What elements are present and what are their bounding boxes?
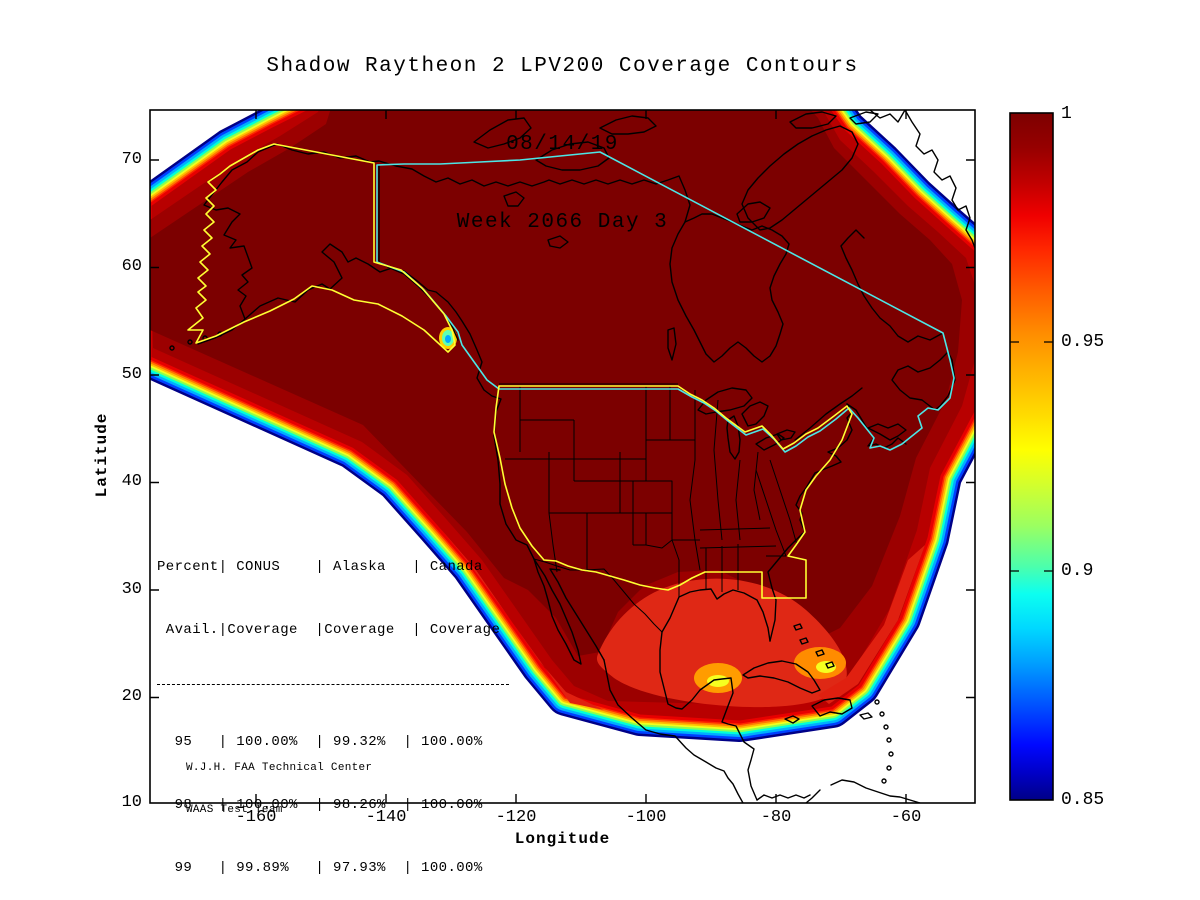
great-slave-lake bbox=[547, 235, 569, 249]
cuba bbox=[742, 660, 821, 694]
nova-scotia bbox=[867, 423, 907, 441]
y-tick-label-60: 60 bbox=[121, 257, 142, 276]
lake-erie bbox=[755, 433, 785, 451]
colorbar-label-1: 1 bbox=[1061, 104, 1072, 124]
us-mexico-border bbox=[533, 558, 663, 633]
y-tick-label-40: 40 bbox=[121, 472, 142, 491]
antilles-1 bbox=[874, 699, 880, 705]
x-tick-label--100: -100 bbox=[625, 808, 667, 827]
colorbar bbox=[1009, 112, 1054, 801]
aleutian-3 bbox=[217, 331, 223, 337]
credit-line-1: W.J.H. FAA Technical Center bbox=[186, 762, 373, 774]
mexico-east-coast bbox=[659, 631, 758, 801]
yucatan-low-core bbox=[707, 675, 729, 687]
axes-frame bbox=[149, 109, 976, 804]
alaska-south-coast bbox=[244, 243, 535, 560]
victoria-island bbox=[535, 141, 610, 171]
gulf-bright-region bbox=[596, 578, 847, 708]
map-layers bbox=[150, 110, 975, 803]
south-america-coast bbox=[756, 779, 921, 803]
panhandle-notch-core bbox=[445, 335, 451, 343]
lake-ontario bbox=[776, 429, 796, 441]
canada-boundary-outline bbox=[376, 151, 955, 453]
table-row-95: 95 | 100.00% | 99.32% | 100.00% bbox=[157, 734, 483, 750]
lake-michigan bbox=[726, 415, 741, 460]
gulf-of-california bbox=[549, 568, 605, 661]
table-row-98: 98 | 100.00% | 98.26% | 100.00% bbox=[157, 797, 483, 813]
y-tick-label-20: 20 bbox=[121, 687, 142, 706]
y-tick-label-10: 10 bbox=[121, 793, 142, 812]
x-tick-label--60: -60 bbox=[890, 808, 922, 827]
puerto-rico bbox=[859, 712, 873, 720]
parry-islands bbox=[599, 115, 657, 135]
mexico-west-coast bbox=[603, 659, 744, 803]
x-tick-label--140: -140 bbox=[365, 808, 407, 827]
table-row-99: 99 | 99.89% | 97.93% | 100.00% bbox=[157, 860, 483, 876]
labrador-coast bbox=[840, 229, 944, 343]
us-east-coast bbox=[767, 403, 853, 642]
antilles-4 bbox=[886, 737, 892, 743]
antilles-2 bbox=[879, 711, 885, 717]
colorbar-gradient bbox=[1009, 112, 1054, 801]
antilles-5 bbox=[888, 751, 894, 757]
bahamas bbox=[793, 623, 835, 669]
axis-ticks bbox=[150, 110, 975, 803]
antilles-6 bbox=[886, 765, 892, 771]
colorbar-label-09: 0.9 bbox=[1061, 561, 1094, 581]
hispaniola bbox=[811, 697, 853, 717]
title-line-2: 08/14/19 bbox=[506, 133, 619, 156]
jamaica bbox=[784, 715, 800, 724]
x-tick-label--120: -120 bbox=[495, 808, 537, 827]
x-axis-label: Longitude bbox=[514, 830, 611, 848]
y-tick-label-70: 70 bbox=[121, 150, 142, 169]
alaska-boundary bbox=[187, 143, 456, 353]
x-tick-label--80: -80 bbox=[760, 808, 792, 827]
conus-boundary bbox=[493, 385, 853, 599]
title-line-1: Shadow Raytheon 2 LPV200 Coverage Contou… bbox=[266, 55, 859, 78]
colorbar-label-085: 0.85 bbox=[1061, 790, 1105, 810]
credit-block: W.J.H. FAA Technical Center WAAS Test Te… bbox=[186, 733, 372, 845]
ellesmere-devon bbox=[789, 111, 879, 129]
greenland-coast bbox=[869, 110, 975, 249]
table-separator bbox=[157, 684, 509, 689]
hudson-bay bbox=[669, 213, 790, 363]
conus-alaska-boundary-outline bbox=[187, 143, 853, 599]
table-header-row-2: Avail.|Coverage |Coverage | Coverage bbox=[157, 622, 501, 638]
us-gulf-coast bbox=[661, 588, 771, 642]
great-bear-lake bbox=[503, 191, 525, 207]
aleutian-4 bbox=[169, 345, 175, 351]
title-line-3: Week 2066 Day 3 bbox=[456, 211, 669, 234]
southampton-island bbox=[736, 201, 771, 223]
availability-table: Percent| CONUS | Alaska | Canada Avail.|… bbox=[157, 515, 509, 900]
x-tick-label--160: -160 bbox=[235, 808, 277, 827]
lake-superior bbox=[697, 387, 753, 415]
y-axis-label: Latitude bbox=[93, 412, 111, 498]
baja-california bbox=[533, 558, 582, 665]
baffin-island bbox=[741, 125, 859, 231]
lake-winnipeg bbox=[667, 327, 677, 361]
antilles-3 bbox=[883, 724, 889, 730]
se-bright-band bbox=[818, 545, 925, 704]
y-tick-label-50: 50 bbox=[121, 365, 142, 384]
lake-huron bbox=[741, 401, 769, 427]
chart-title: Shadow Raytheon 2 LPV200 Coverage Contou… bbox=[150, 2, 975, 288]
maritimes-coast bbox=[846, 403, 907, 449]
us-state-lines bbox=[499, 383, 798, 633]
st-lawrence-river bbox=[794, 387, 863, 441]
y-tick-label-30: 30 bbox=[121, 580, 142, 599]
colorbar-label-095: 0.95 bbox=[1061, 332, 1105, 352]
hispaniola-low-core bbox=[816, 661, 836, 673]
credit-line-2: WAAS Test Team bbox=[186, 804, 283, 816]
alaska-west-coast bbox=[197, 143, 278, 345]
banks-island bbox=[473, 117, 532, 149]
coverage-core bbox=[150, 110, 962, 656]
antilles-7 bbox=[881, 778, 887, 784]
aleutian-1 bbox=[187, 339, 193, 345]
colorbar-ticks bbox=[1010, 341, 1053, 572]
table-header-row-1: Percent| CONUS | Alaska | Canada bbox=[157, 559, 483, 575]
